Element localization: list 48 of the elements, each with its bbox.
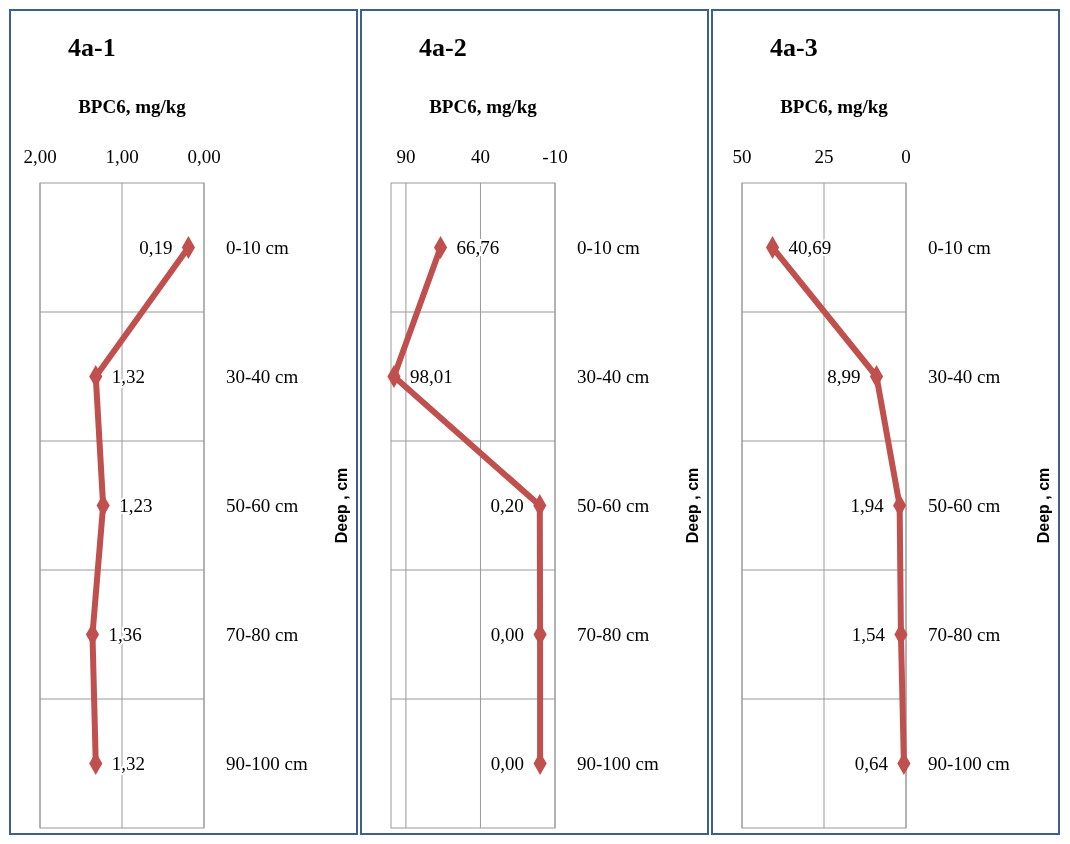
y-tick-label: 30-40 cm	[226, 365, 299, 387]
y-tick-label: 0-10 cm	[226, 236, 290, 258]
chart-title: 4a-3	[770, 33, 818, 62]
data-label: 1,32	[111, 365, 146, 387]
data-label: 1,94	[850, 494, 885, 516]
y-tick-label: 90-100 cm	[928, 752, 1011, 774]
data-label: 0,64	[854, 752, 889, 774]
data-label: 1,23	[119, 494, 153, 516]
y-tick-label: 50-60 cm	[928, 494, 1001, 516]
x-tick-label: 25	[814, 146, 834, 167]
y-tick-label: 30-40 cm	[928, 365, 1001, 387]
y-tick-label: 70-80 cm	[928, 623, 1001, 645]
chart-title: 4a-1	[68, 33, 116, 62]
data-label: 0,00	[490, 752, 525, 774]
y-tick-label: 0-10 cm	[577, 236, 641, 258]
y-tick-label: 70-80 cm	[577, 623, 650, 645]
x-axis-title: BPC6, mg/kg	[780, 96, 889, 117]
x-tick-label: 0,00	[187, 146, 221, 167]
y-axis-title: Deep , cm	[1035, 467, 1052, 544]
x-tick-label: 50	[732, 146, 752, 167]
x-tick-label: 2,00	[23, 146, 57, 167]
y-tick-label: 50-60 cm	[226, 494, 299, 516]
data-label: 1,32	[111, 752, 146, 774]
x-tick-label: 90	[396, 146, 416, 167]
data-label: 66,76	[456, 236, 500, 258]
data-label: 1,54	[851, 623, 886, 645]
y-tick-label: 30-40 cm	[577, 365, 650, 387]
x-axis-title: BPC6, mg/kg	[78, 96, 187, 117]
x-axis-title: BPC6, mg/kg	[429, 96, 538, 117]
x-tick-label: 1,00	[105, 146, 139, 167]
x-tick-label: 40	[470, 146, 490, 167]
y-tick-label: 90-100 cm	[577, 752, 660, 774]
x-tick-label: 0	[901, 146, 911, 167]
y-tick-label: 50-60 cm	[577, 494, 650, 516]
data-label: 0,20	[490, 494, 524, 516]
data-label: 40,69	[788, 236, 832, 258]
y-tick-label: 0-10 cm	[928, 236, 992, 258]
y-tick-label: 70-80 cm	[226, 623, 299, 645]
data-label: 1,36	[108, 623, 142, 645]
data-label: 8,99	[827, 365, 861, 387]
y-axis-title: Deep , cm	[333, 467, 350, 544]
chart-title: 4a-2	[419, 33, 467, 62]
y-tick-label: 90-100 cm	[226, 752, 309, 774]
x-tick-label: -10	[542, 146, 568, 167]
data-label: 0,19	[139, 236, 173, 258]
data-label: 0,00	[490, 623, 525, 645]
y-axis-title: Deep , cm	[684, 467, 701, 544]
data-label: 98,01	[409, 365, 453, 387]
